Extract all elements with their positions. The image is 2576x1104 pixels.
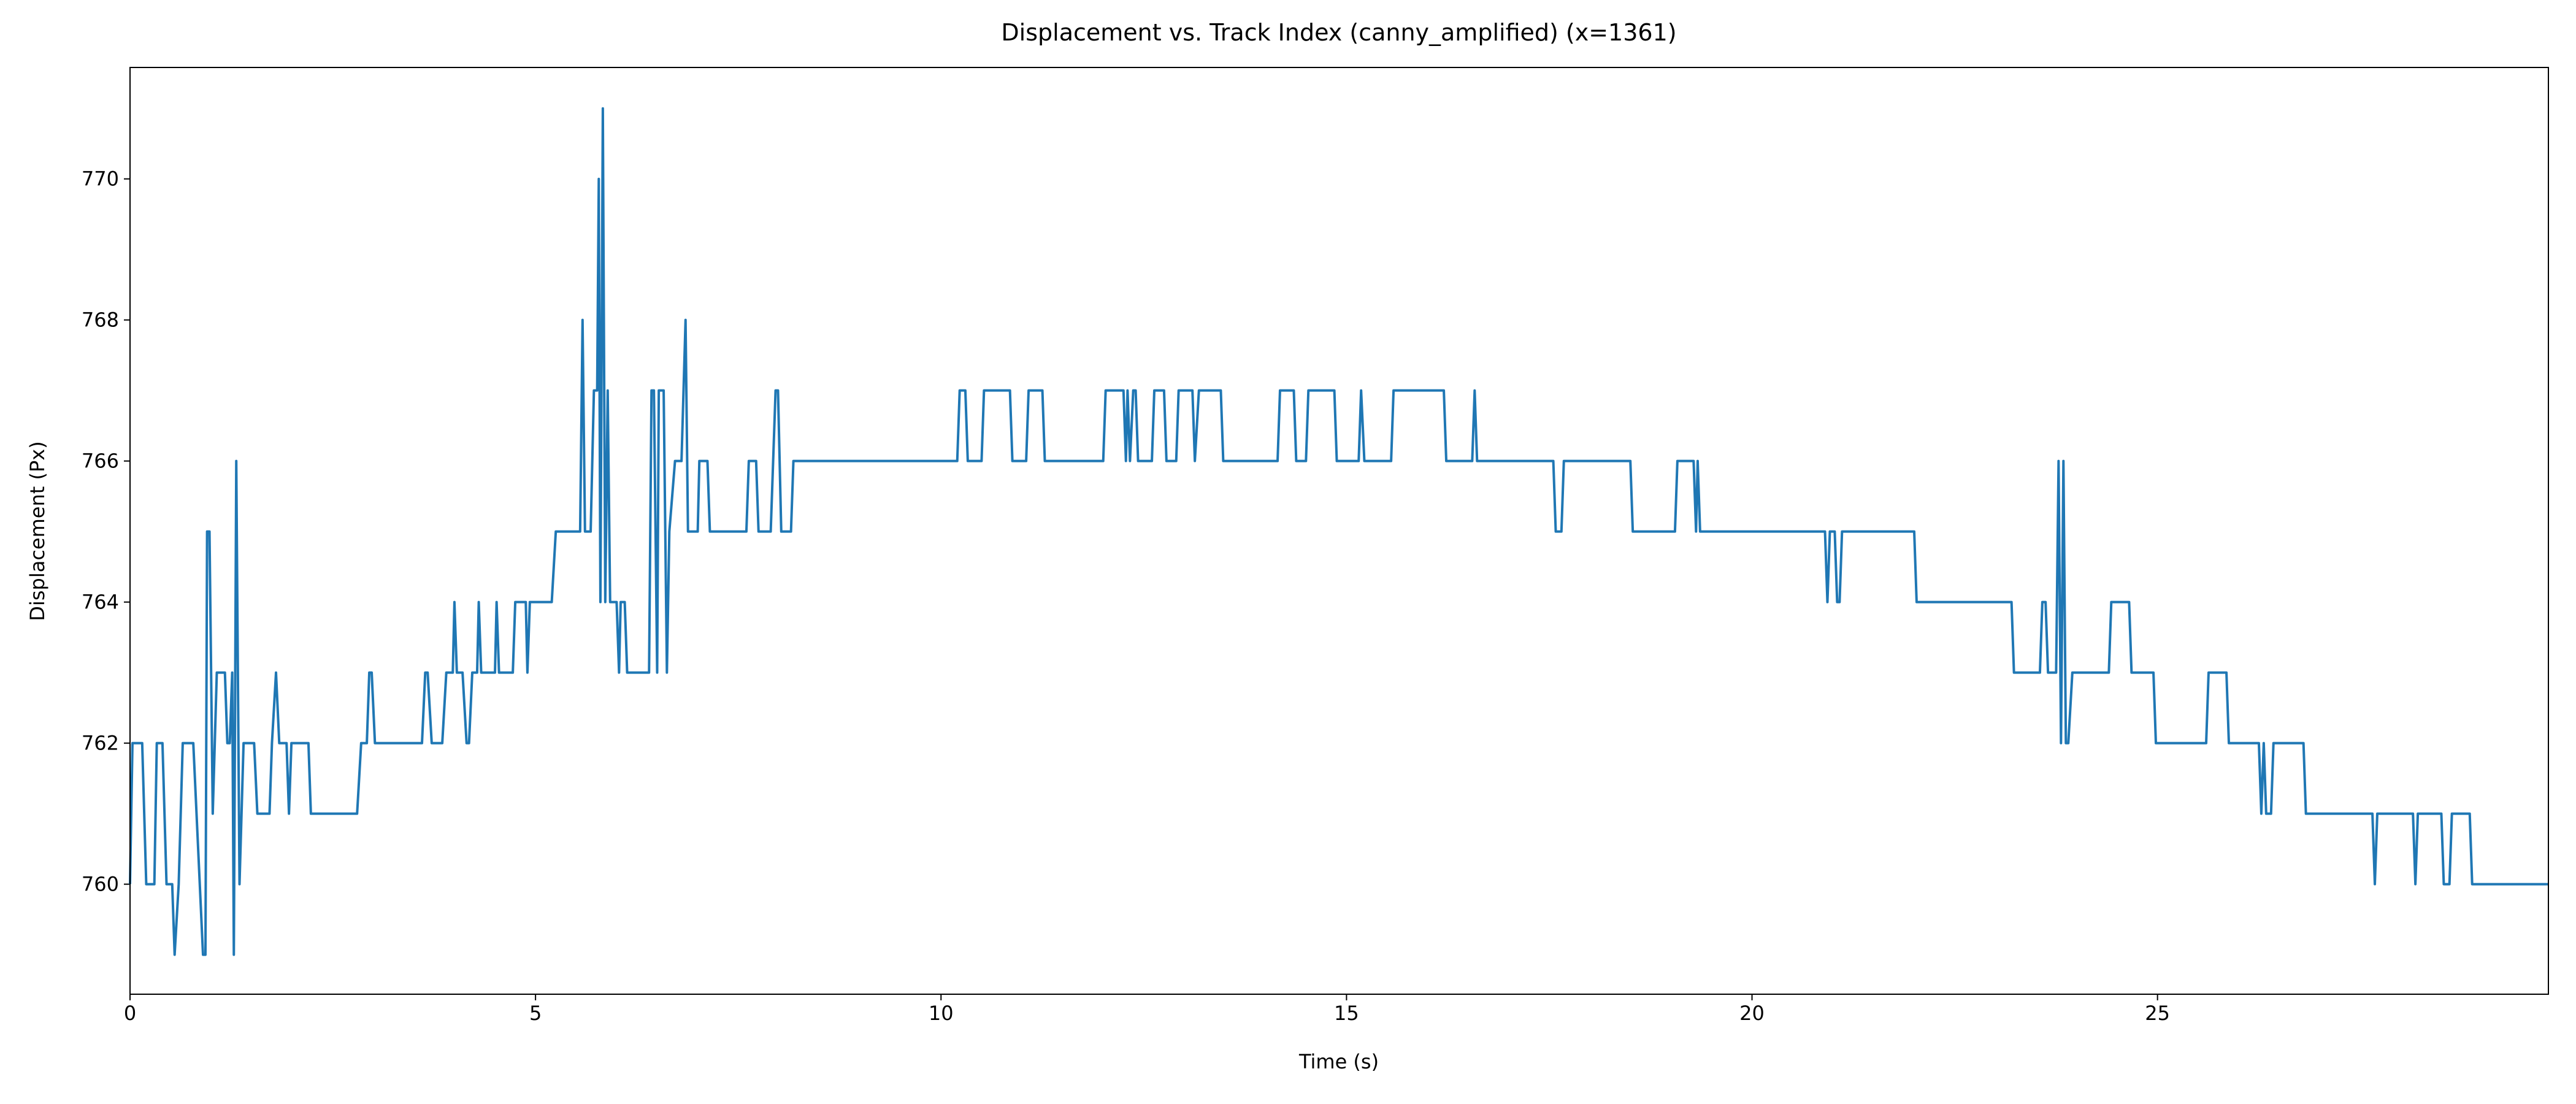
y-tick-label: 766	[82, 450, 119, 473]
y-tick-label: 768	[82, 309, 119, 332]
y-tick-label: 760	[82, 873, 119, 896]
y-tick-label: 762	[82, 732, 119, 755]
chart-title: Displacement vs. Track Index (canny_ampl…	[1001, 19, 1676, 46]
x-tick-label: 15	[1334, 1002, 1359, 1025]
y-tick-label: 770	[82, 167, 119, 191]
plot-frame	[129, 67, 2549, 995]
y-tick-label: 764	[82, 591, 119, 614]
x-axis-label: Time (s)	[1298, 1050, 1379, 1073]
x-tick-label: 10	[929, 1002, 954, 1025]
x-tick-label: 0	[124, 1002, 136, 1025]
data-line	[129, 107, 2548, 956]
x-tick-label: 25	[2145, 1002, 2170, 1025]
x-tick-label: 5	[529, 1002, 542, 1025]
x-tick-label: 20	[1739, 1002, 1765, 1025]
y-axis-label: Displacement (Px)	[26, 441, 49, 621]
